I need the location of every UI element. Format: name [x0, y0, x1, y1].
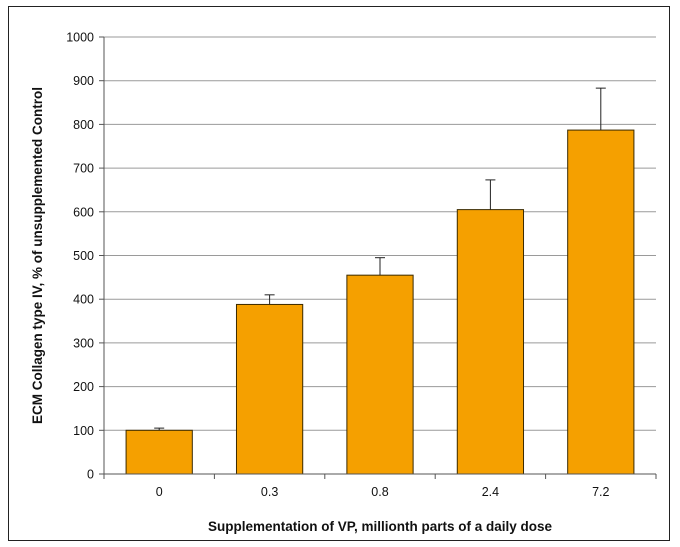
y-tick-label: 900 — [73, 74, 94, 88]
y-tick-label: 700 — [73, 162, 94, 176]
x-tick-label: 7.2 — [592, 485, 609, 499]
y-tick-label: 300 — [73, 336, 94, 350]
y-tick-label: 0 — [87, 468, 94, 482]
x-tick-label: 0.3 — [261, 485, 278, 499]
y-tick-label: 800 — [73, 118, 94, 132]
error-bars — [154, 87, 606, 431]
y-axis-title: ECM Collagen type IV, % of unsupplemente… — [30, 87, 45, 424]
bar-0 — [125, 429, 193, 475]
y-tick-label: 1000 — [66, 31, 94, 45]
x-tick-label: 2.4 — [482, 485, 499, 499]
gridlines — [99, 36, 656, 475]
bar-0.8 — [346, 274, 414, 475]
x-axis-title: Supplementation of VP, millionth parts o… — [208, 519, 553, 534]
y-tick-labels: 0 100 200 300 400 500 600 700 800 900 1000 — [66, 31, 94, 482]
chart-frame — [8, 6, 670, 541]
bars — [125, 129, 635, 475]
bar-2.4 — [456, 209, 525, 475]
y-tick-label: 100 — [73, 424, 94, 438]
y-tick-label: 200 — [73, 380, 94, 394]
y-tick-label: 600 — [73, 205, 94, 219]
x-tick-label: 0 — [156, 485, 163, 499]
x-tick-label: 0.8 — [371, 485, 388, 499]
x-tick-labels: 0 0.3 0.8 2.4 7.2 — [103, 474, 657, 499]
bar-7.2 — [567, 129, 635, 475]
y-tick-label: 500 — [73, 249, 94, 263]
y-tick-label: 400 — [73, 293, 94, 307]
bar-0.3 — [235, 303, 304, 475]
axes — [103, 37, 656, 475]
